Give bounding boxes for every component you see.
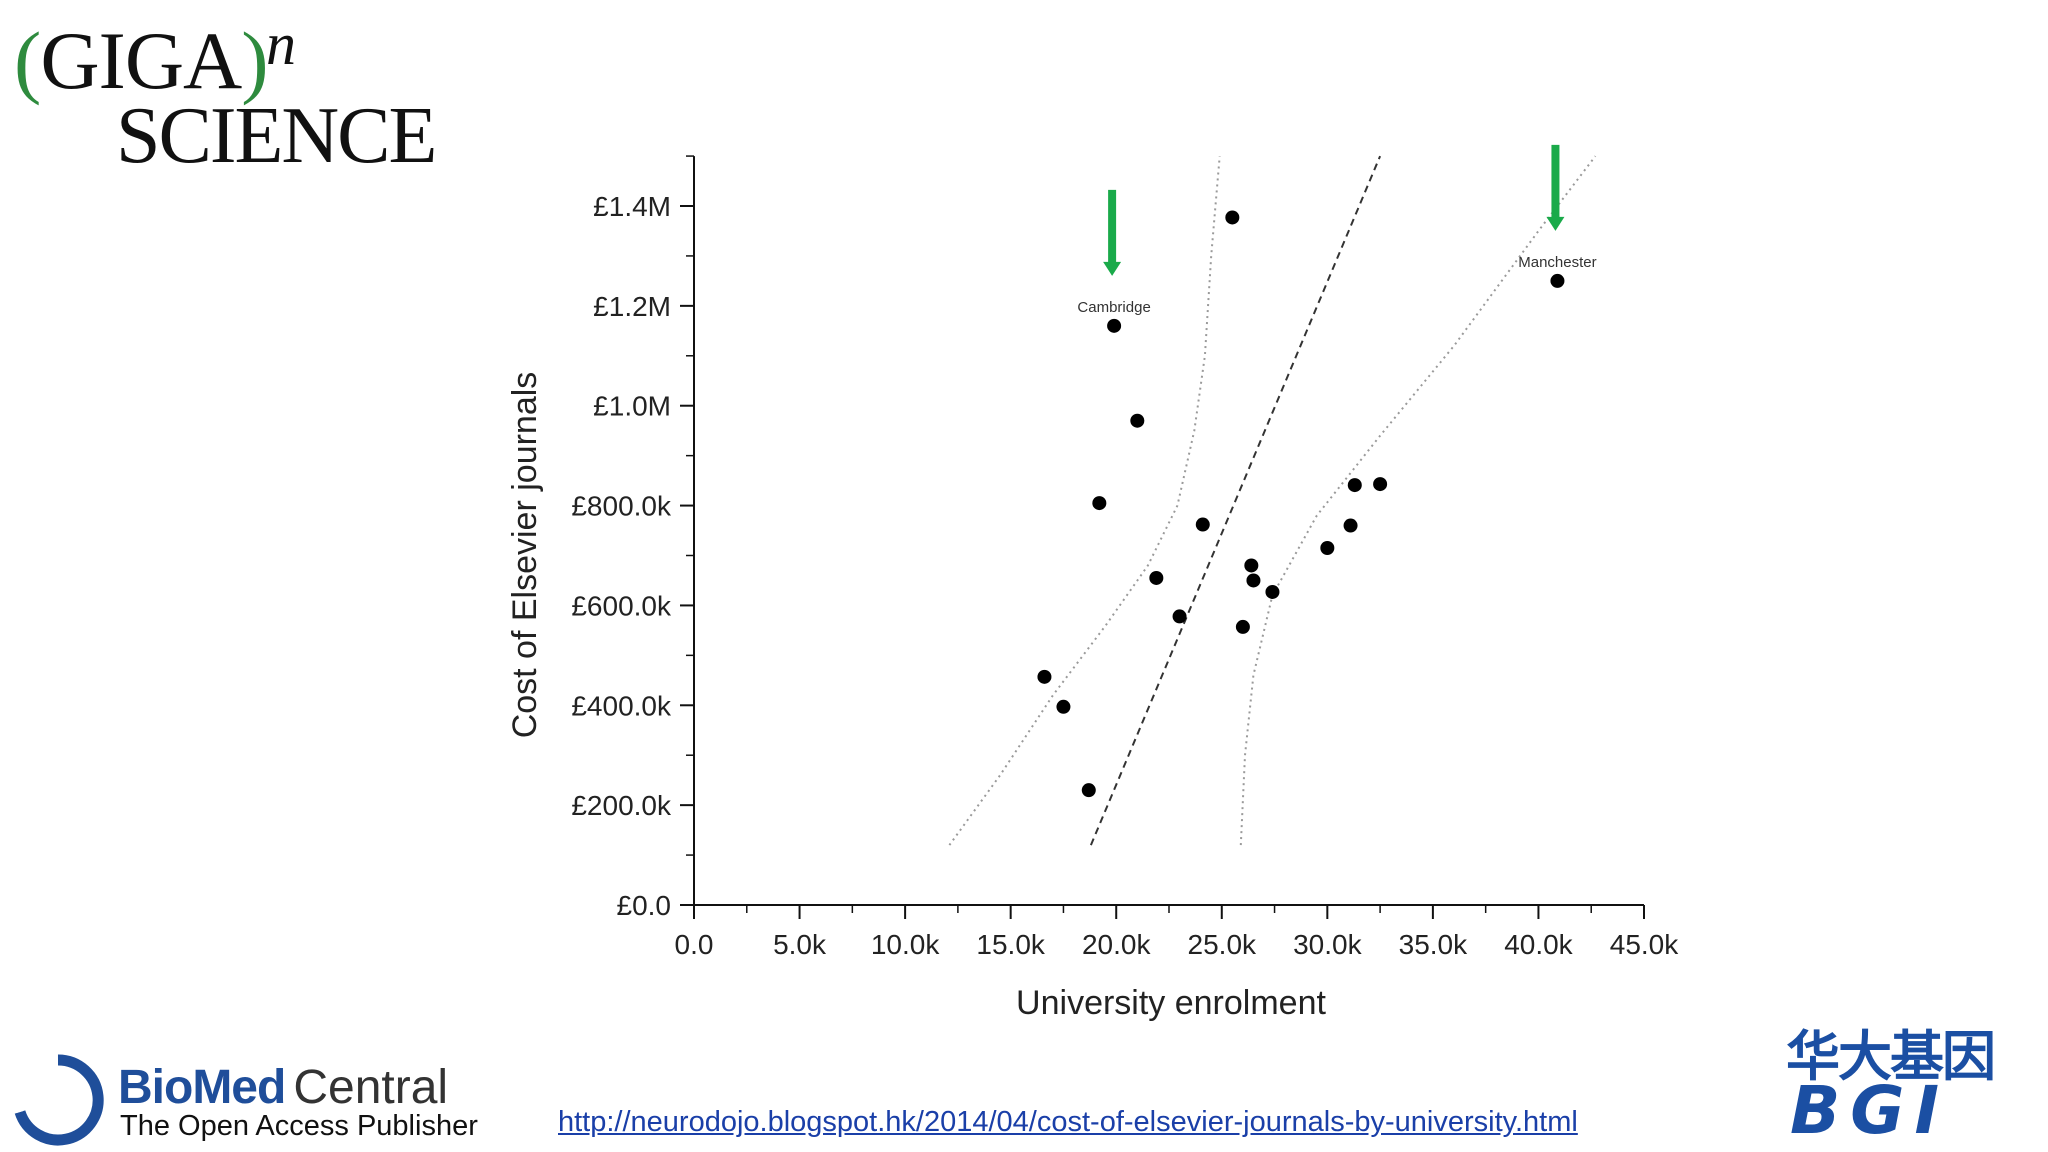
data-point	[1056, 699, 1071, 714]
x-tick-label: 40.0k	[1504, 929, 1573, 960]
y-tick-label: £800.0k	[571, 491, 672, 522]
bgi-logo: 华大基因 BGI	[1784, 1025, 2032, 1144]
y-tick-label: £600.0k	[571, 590, 672, 621]
x-tick-label: 0.0	[675, 929, 714, 960]
data-point	[1081, 783, 1096, 798]
bmc-name: BioMed Central	[118, 1064, 448, 1112]
bmc-ring-icon	[14, 1054, 104, 1146]
data-points	[1037, 210, 1565, 798]
bgi-chinese-name: 华大基因	[1786, 1025, 1996, 1088]
green-arrow-head	[1103, 261, 1122, 276]
y-axis-title: Cost of Elsevier journals	[506, 372, 544, 739]
data-point	[1195, 517, 1210, 532]
biomed-central-logo: BioMed Central The Open Access Publisher	[6, 1054, 486, 1146]
y-tick-label: £400.0k	[571, 690, 672, 721]
green-arrow-head	[1546, 216, 1565, 231]
giga-superscript: n	[266, 11, 296, 77]
gigascience-logo: (GIGA) n SCIENCE	[14, 11, 454, 176]
data-point	[1244, 558, 1259, 573]
axes: £0.0 £200.0k £400.0k £600.0k £800.0k £1.0M £1.…	[571, 155, 1679, 960]
y-tick-label: £1.2M	[593, 291, 671, 322]
giga-logo-top: (GIGA)	[14, 20, 269, 102]
point-annotation-label: Cambridge	[1077, 299, 1150, 316]
data-point	[1092, 496, 1107, 511]
giga-word: GIGA	[40, 15, 242, 106]
giga-open-paren: (	[14, 15, 41, 106]
point-annotation-label: Manchester	[1518, 254, 1596, 271]
x-tick-label: 30.0k	[1293, 929, 1362, 960]
data-point	[1225, 210, 1240, 225]
data-point	[1235, 619, 1250, 634]
x-tick-label: 15.0k	[976, 929, 1045, 960]
x-tick-label: 5.0k	[773, 929, 827, 960]
data-point	[1320, 541, 1335, 556]
confidence-band-upper	[948, 156, 1221, 846]
source-link[interactable]: http://neurodojo.blogspot.hk/2014/04/cos…	[558, 1106, 1578, 1138]
bmc-tagline: The Open Access Publisher	[120, 1110, 478, 1142]
y-tick-label: £200.0k	[571, 790, 672, 821]
x-tick-label: 20.0k	[1082, 929, 1151, 960]
data-point	[1373, 477, 1388, 492]
y-tick-label: £0.0	[617, 890, 672, 921]
confidence-band-lower	[1239, 155, 1597, 846]
data-point	[1172, 609, 1187, 624]
data-point	[1130, 413, 1145, 428]
data-point	[1550, 273, 1565, 288]
data-point	[1265, 584, 1280, 599]
confidence-bands	[948, 155, 1597, 846]
data-point	[1347, 478, 1362, 493]
data-point	[1343, 518, 1358, 533]
data-point	[1149, 570, 1164, 585]
bmc-central-word: Central	[293, 1061, 449, 1114]
y-tick-label: £1.4M	[593, 191, 671, 222]
data-point	[1037, 669, 1052, 684]
bmc-bio-word: BioMed	[118, 1061, 286, 1114]
giga-science-word: SCIENCE	[116, 92, 437, 180]
annotations: Cambridge Manchester	[1077, 144, 1597, 316]
data-point	[1107, 318, 1122, 333]
y-tick-label: £1.0M	[593, 391, 671, 422]
x-tick-label: 25.0k	[1188, 929, 1257, 960]
giga-close-paren: )	[241, 15, 268, 106]
x-tick-label: 45.0k	[1610, 929, 1679, 960]
x-tick-label: 35.0k	[1399, 929, 1468, 960]
data-point	[1246, 573, 1261, 588]
x-tick-label: 10.0k	[871, 929, 940, 960]
regression-line	[1089, 155, 1382, 846]
x-axis-title: University enrolment	[1016, 984, 1326, 1022]
fit-line	[1089, 155, 1382, 846]
bgi-latin-name: BGI	[1790, 1072, 1950, 1149]
